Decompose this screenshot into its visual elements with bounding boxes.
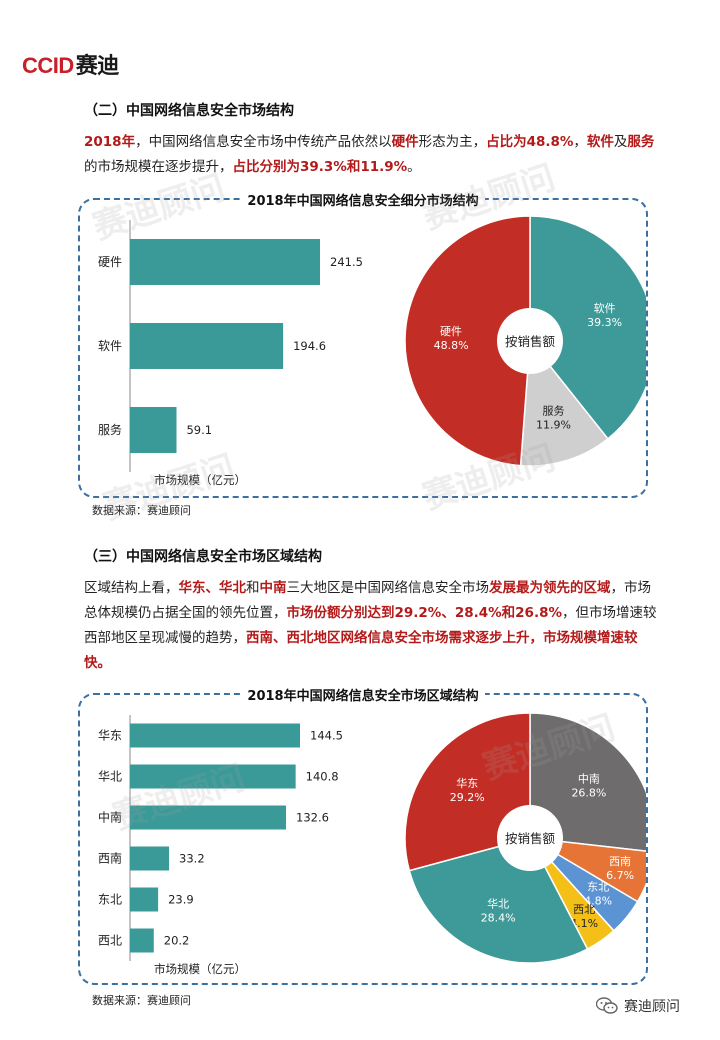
bar-value-label: 241.5	[330, 255, 363, 269]
bar-category-label: 硬件	[98, 255, 122, 269]
pie-slice-软件	[529, 215, 646, 440]
pie-center-hole	[497, 308, 563, 374]
bar-value-label: 23.9	[168, 893, 194, 907]
bar-axis-title: 市场规模（亿元）	[154, 473, 246, 487]
bar-value-label: 59.1	[186, 423, 212, 437]
chart-box-2: 2018年中国网络信息安全市场区域结构 华东 144.5 华北 140.8 中南 132.…	[78, 689, 648, 985]
section-2-title: （二）中国网络信息安全市场结构	[84, 103, 294, 119]
section-3-text-segment: 华东、华北	[178, 580, 247, 596]
pie-slice-name: 华东	[456, 776, 478, 790]
section-3-text-segment: 发展最为领先的区域	[489, 580, 611, 596]
source-1: 数据来源：赛迪顾问	[92, 504, 191, 517]
pie-slice-percent: 26.8%	[571, 786, 606, 799]
section-2-text-segment: ，中国网络信息安全市场中传统产品依然以	[135, 134, 392, 150]
pie-slice-name: 中南	[578, 772, 600, 785]
pie-slice-percent: 39.3%	[587, 316, 622, 329]
bar-chart-1: 硬件 241.5 软件 194.6 服务 59.1 市场规模（亿元）	[98, 220, 363, 487]
ccid-logo: CCID赛迪	[22, 48, 119, 80]
pie-slice-name: 西南	[609, 855, 631, 868]
section-2-text-segment: 形态为主，	[418, 134, 487, 150]
bar-华东	[130, 723, 300, 748]
section-3-text-segment: 三大地区是中国网络信息安全市场	[286, 580, 490, 596]
bar-value-label: 144.5	[310, 729, 343, 743]
section-2-text-segment: ，	[573, 134, 587, 150]
pie-slice-硬件	[404, 215, 531, 467]
bar-category-label: 西北	[98, 934, 122, 948]
section-2-text-segment: 服务	[627, 134, 655, 150]
section-3-text-segment: 西南、西北地区网络信息安全市场需求逐步上升，市场规模增速较快。	[84, 630, 638, 671]
bar-category-label: 华北	[98, 770, 122, 784]
bar-华北	[130, 764, 296, 789]
bar-value-label: 132.6	[296, 811, 329, 825]
bar-category-label: 服务	[98, 422, 122, 437]
bar-value-label: 194.6	[293, 339, 326, 353]
source-2: 数据来源：赛迪顾问	[92, 994, 191, 1007]
bar-硬件	[130, 239, 320, 285]
pie-center-hole	[497, 805, 563, 871]
section-3-text-segment: 区域结构上看，	[84, 580, 179, 596]
bar-value-label: 140.8	[306, 770, 339, 784]
section-2-paragraph: 2018年，中国网络信息安全市场中传统产品依然以硬件形态为主，占比为48.8%，…	[84, 130, 664, 180]
pie-center-label: 按销售额	[505, 334, 556, 349]
bar-西北	[130, 928, 154, 953]
section-3-text-segment: ，但市场增速较西部地区呈现减慢的趋势，	[84, 605, 657, 646]
pie-slice-percent: 28.4%	[481, 911, 516, 924]
pie-slice-percent: 6.7%	[606, 869, 634, 882]
logo-part-b: 赛迪	[75, 53, 120, 78]
section-2-text-segment: 硬件	[391, 134, 419, 150]
bar-服务	[130, 407, 177, 453]
section-3-text-segment: 市场份额分别达到29.2%、28.4%和26.8%	[286, 605, 563, 621]
pie-slice-name: 华北	[487, 896, 509, 910]
pie-center-label: 按销售额	[505, 831, 556, 846]
pie-slice-name: 东北	[587, 881, 609, 894]
chart-2-title: 2018年中国网络信息安全市场区域结构	[241, 689, 485, 704]
pie-slice-percent: 11.9%	[536, 418, 571, 431]
pie-slice-percent: 4.8%	[584, 895, 612, 908]
pie-slice-percent: 48.8%	[434, 339, 469, 352]
section-3-title: （三）中国网络信息安全市场区域结构	[84, 549, 322, 565]
chart-box-1: 2018年中国网络信息安全细分市场结构 硬件 241.5 软件 194.6 服务 59.1…	[78, 194, 648, 498]
section-3-text-segment: 和	[246, 580, 260, 596]
bar-category-label: 华东	[98, 729, 122, 743]
wechat-account: 赛迪顾问	[595, 996, 680, 1016]
pie-slice-percent: 4.1%	[570, 917, 598, 930]
pie-slice-中南	[529, 712, 646, 852]
section-2-text-segment: 占比分别为39.3%和11.9%	[232, 159, 408, 175]
wechat-icon	[595, 997, 618, 1015]
pie-slice-name: 软件	[594, 301, 616, 315]
section-3-text-segment: 中南	[259, 580, 287, 596]
section-3-text-segment: ，市场总体规模仍占据全国的领先位置，	[84, 580, 651, 621]
bar-东北	[130, 887, 159, 912]
bar-axis-title: 市场规模（亿元）	[154, 962, 246, 976]
section-2-text-segment: 。	[407, 159, 421, 175]
wechat-label: 赛迪顾问	[624, 999, 680, 1015]
pie-slice-percent: 29.2%	[450, 791, 485, 804]
pie-slice-华北	[408, 837, 589, 964]
section-2-text-segment: 软件	[586, 134, 614, 150]
section-2-text-segment: 及	[613, 134, 628, 150]
pie-slice-name: 硬件	[440, 325, 462, 338]
section-2-text-segment: 的市场规模在逐步提升，	[84, 159, 233, 175]
bar-category-label: 中南	[98, 810, 122, 825]
pie-slice-name: 服务	[543, 404, 565, 417]
section-2-text-segment: 2018年	[84, 134, 136, 150]
bar-category-label: 东北	[98, 893, 122, 907]
bar-chart-2: 华东 144.5 华北 140.8 中南 132.6 西南 33.2 东北 23.9 西北 20.2 市…	[98, 715, 343, 976]
pie-slice-name: 西北	[573, 903, 595, 916]
bar-软件	[130, 323, 284, 369]
bar-category-label: 西南	[98, 851, 122, 866]
bar-西南	[130, 846, 170, 871]
section-3-paragraph: 区域结构上看，华东、华北和中南三大地区是中国网络信息安全市场发展最为领先的区域，…	[84, 576, 664, 676]
chart-1-title: 2018年中国网络信息安全细分市场结构	[241, 194, 485, 209]
section-2-text-segment: 占比为48.8%	[486, 134, 574, 150]
bar-中南	[130, 805, 286, 830]
bar-value-label: 20.2	[164, 934, 190, 948]
bar-value-label: 33.2	[179, 852, 205, 866]
bar-category-label: 软件	[98, 339, 122, 353]
logo-part-a: CCID	[22, 53, 74, 78]
